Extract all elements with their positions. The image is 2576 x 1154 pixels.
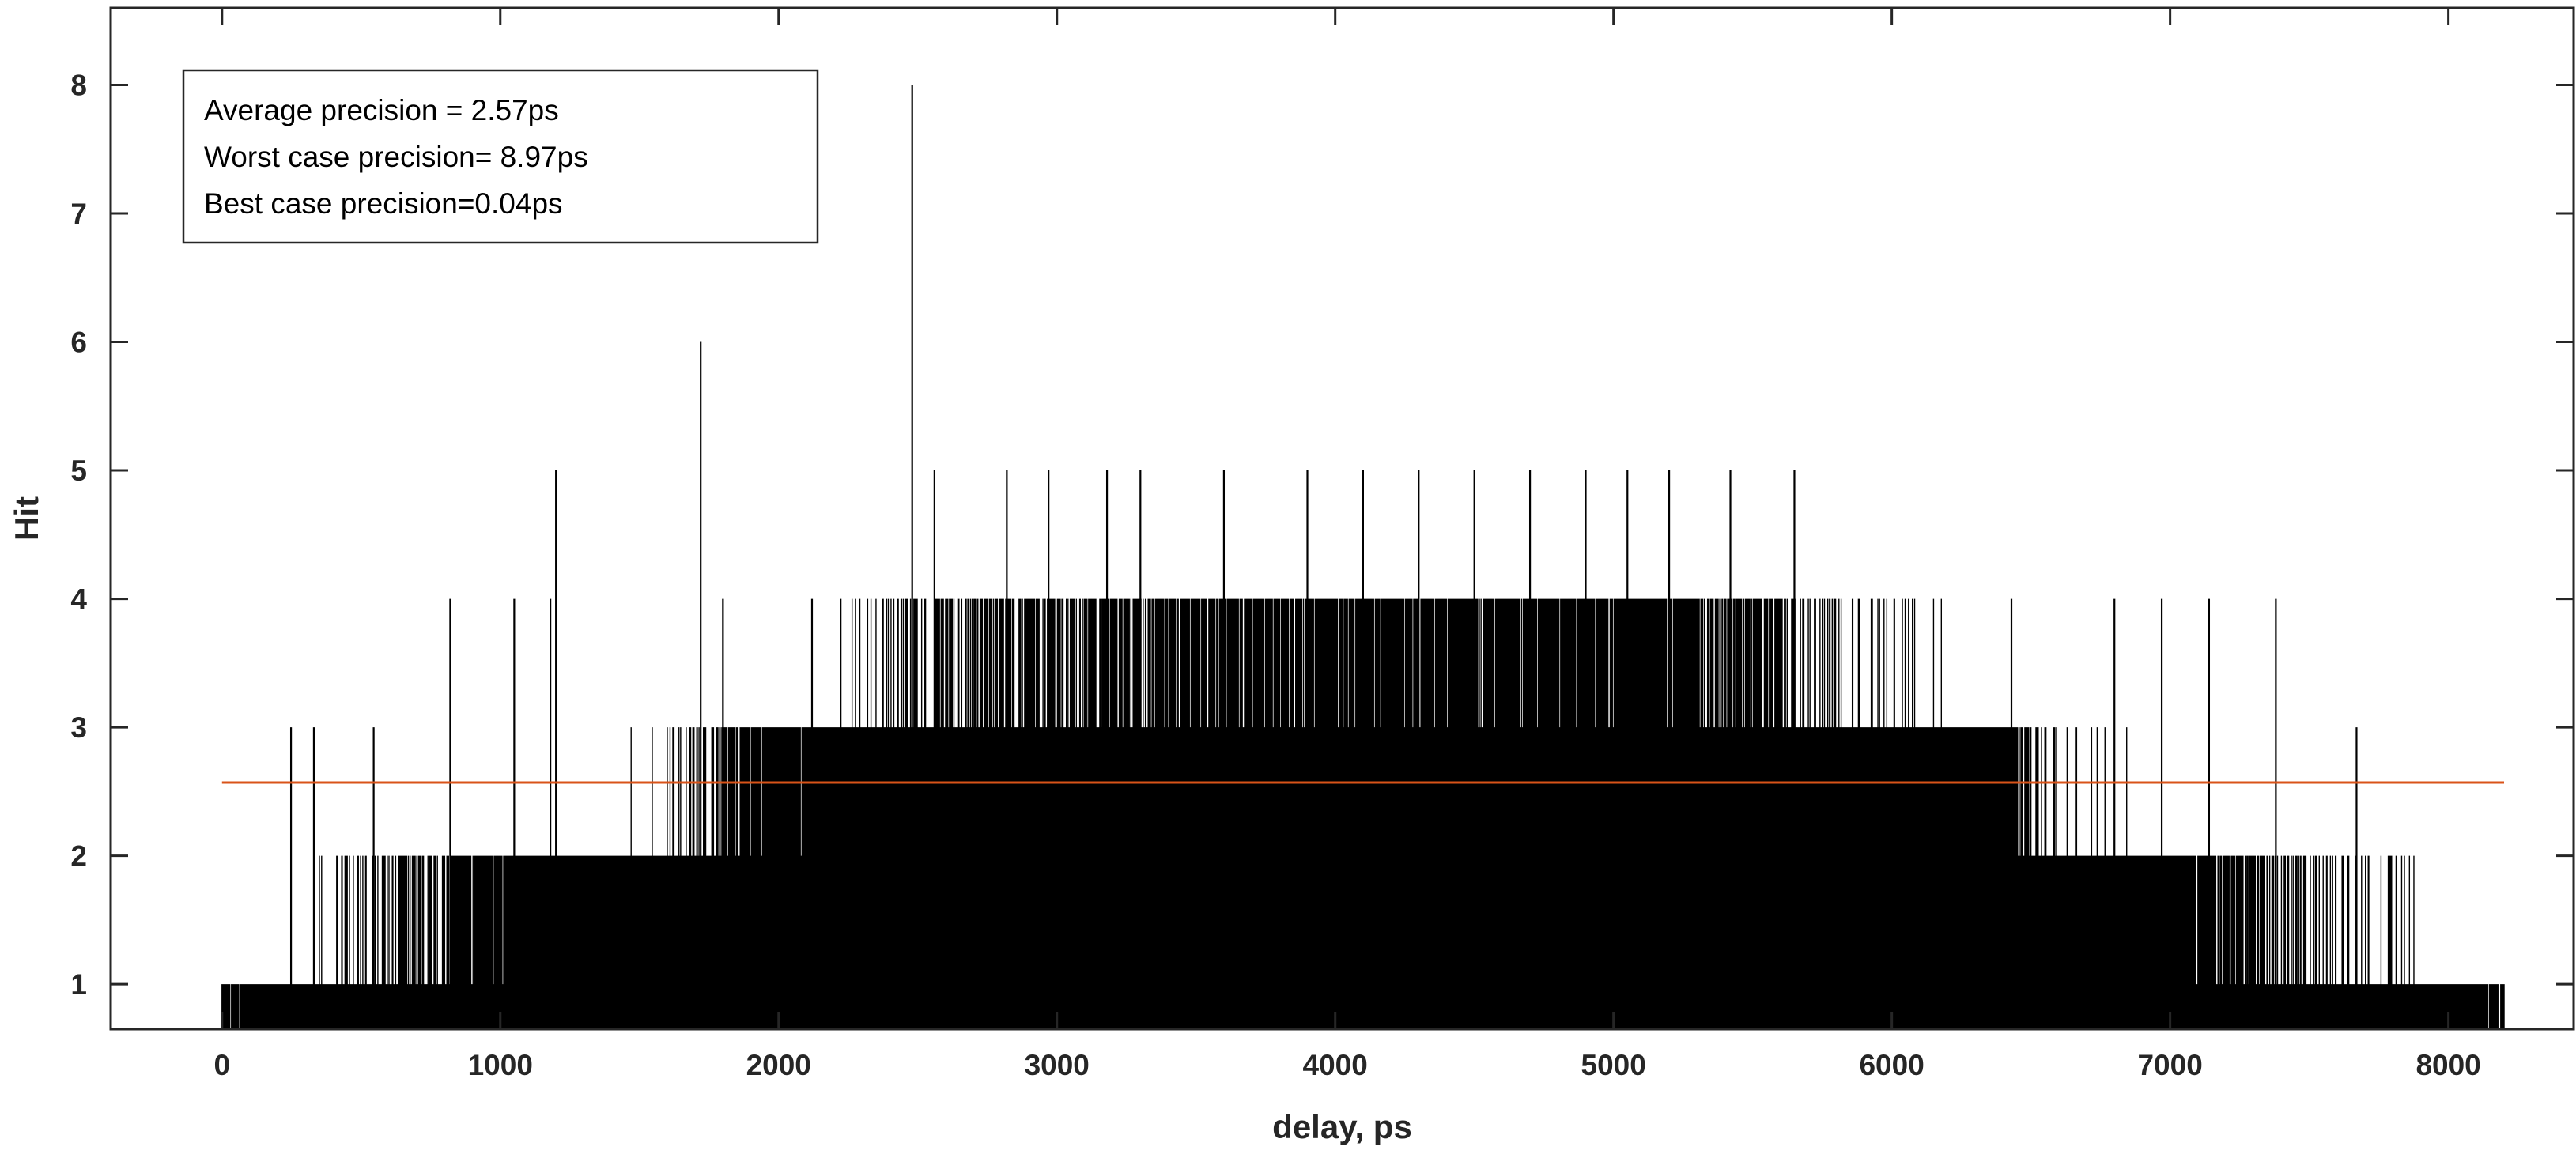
y-tick-label: 5 [70, 454, 87, 487]
y-tick-label: 1 [70, 968, 87, 1001]
y-tick-label: 8 [70, 70, 87, 102]
x-tick-label: 3000 [1025, 1049, 1090, 1081]
y-tick-label: 4 [70, 583, 87, 616]
annotation-box: Average precision = 2.57ps Worst case pr… [182, 69, 819, 244]
average-precision-text: Average precision = 2.57ps [204, 94, 559, 126]
bars-group [221, 598, 2505, 1029]
annotation-box-frame [182, 69, 819, 244]
x-tick-label: 8000 [2415, 1049, 2480, 1081]
x-tick-label: 4000 [1303, 1049, 1368, 1081]
plot-area-frame [109, 6, 2575, 1031]
x-tick-label: 6000 [1859, 1049, 1924, 1081]
x-tick-label: 2000 [746, 1049, 811, 1081]
y-axis-ticks: 1 2 3 4 5 6 7 8 [70, 70, 2574, 1001]
x-axis-label: delay, ps [1272, 1108, 1412, 1145]
y-tick-label: 7 [70, 198, 87, 230]
x-tick-label: 1000 [468, 1049, 533, 1081]
x-axis-ticks: 0 1000 2000 3000 4000 5000 6000 7000 8000 [214, 8, 2481, 1081]
y-axis-label: Hit [8, 496, 45, 541]
histogram-bars [221, 598, 2505, 1029]
x-tick-label: 7000 [2137, 1049, 2202, 1081]
spikes-group [289, 85, 2358, 1029]
x-tick-label: 0 [214, 1049, 231, 1081]
y-tick-label: 3 [70, 711, 87, 744]
y-tick-label: 2 [70, 840, 87, 873]
y-tick-label: 6 [70, 326, 87, 359]
x-tick-label: 5000 [1581, 1049, 1646, 1081]
best-case-precision-text: Best case precision=0.04ps [204, 187, 563, 220]
worst-case-precision-text: Worst case precision= 8.97ps [204, 141, 588, 173]
